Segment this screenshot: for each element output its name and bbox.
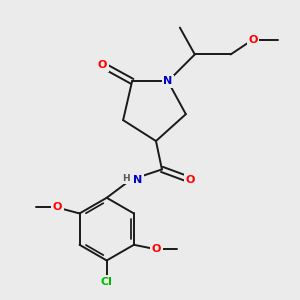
Text: Cl: Cl: [101, 277, 112, 287]
Text: O: O: [248, 34, 258, 44]
Text: O: O: [186, 175, 195, 185]
Text: O: O: [98, 60, 107, 70]
Text: N: N: [163, 76, 172, 86]
Text: N: N: [134, 175, 143, 185]
Text: O: O: [52, 202, 62, 212]
Text: O: O: [152, 244, 161, 254]
Text: H: H: [122, 174, 130, 183]
